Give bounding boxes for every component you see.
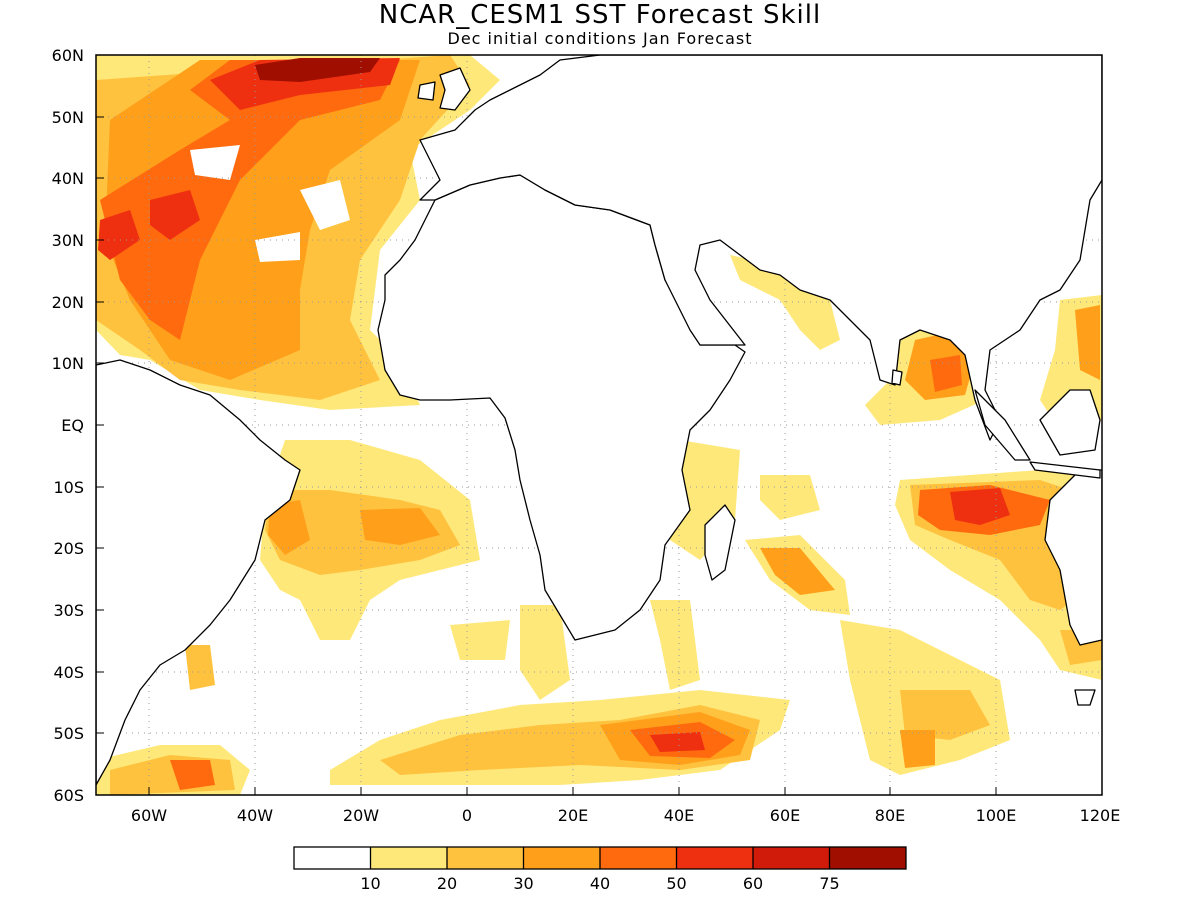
skill-region-south-indian	[760, 548, 835, 595]
y-tick-label: 10S	[53, 478, 84, 497]
skill-region-maritime	[1075, 305, 1100, 380]
colorbar-label: 20	[437, 874, 457, 893]
y-tick-label: EQ	[61, 416, 84, 435]
map-subtitle: Dec initial conditions Jan Forecast	[447, 29, 753, 48]
skill-region-southern-ocean	[520, 605, 570, 700]
skill-region-arabian-sea	[730, 255, 840, 350]
coastlines	[96, 55, 1102, 786]
colorbar-label: 10	[360, 874, 380, 893]
skill-region-north-atlantic	[300, 180, 350, 230]
skill-region-bay-of-bengal	[930, 355, 962, 392]
x-tick-label: 40W	[237, 806, 273, 825]
colorbar-borders	[293, 846, 907, 870]
coastline-tasmania	[1074, 689, 1096, 706]
colorbar-swatch	[829, 847, 906, 869]
x-tick-label: 60E	[770, 806, 800, 825]
skill-region-north-atlantic	[190, 145, 240, 180]
x-tick-label: 120E	[1080, 806, 1121, 825]
skill-region-north-atlantic	[98, 210, 140, 260]
skill-region-south-indian	[950, 488, 1010, 525]
skill-region-southern-ocean	[900, 730, 935, 768]
y-tick-label: 60S	[53, 786, 84, 805]
skill-region-southern-ocean	[450, 620, 510, 660]
skill-region-north-atlantic	[150, 190, 200, 240]
colorbar-label: 50	[666, 874, 686, 893]
skill-region-southern-ocean	[170, 760, 215, 790]
colorbar-swatch	[294, 847, 371, 869]
x-tick-label: 80E	[875, 806, 905, 825]
skill-region-southern-ocean	[650, 732, 705, 752]
colorbar-label: 40	[590, 874, 610, 893]
x-tick-label: 60W	[131, 806, 167, 825]
colorbar-swatch	[447, 847, 524, 869]
colorbar-swatch	[523, 847, 600, 869]
skill-region-south-indian	[760, 475, 820, 520]
y-tick-label: 20S	[53, 539, 84, 558]
colorbar-label: 60	[743, 874, 763, 893]
y-tick-label: 40S	[53, 663, 84, 682]
skill-region-south-atlantic	[360, 508, 440, 545]
x-axis-labels: 60W 40W 20W 0 20E 40E 60E 80E 100E 120E	[131, 806, 1120, 825]
y-tick-label: 30N	[52, 231, 84, 250]
coastline-europe	[419, 55, 1102, 441]
axis-ticks	[96, 54, 997, 796]
x-tick-label: 0	[462, 806, 472, 825]
y-tick-label: 50S	[53, 724, 84, 743]
colorbar-swatch	[370, 847, 447, 869]
coastline-madagascar	[704, 504, 736, 581]
x-tick-label: 20E	[558, 806, 588, 825]
colorbar-swatch	[600, 847, 677, 869]
y-tick-label: 40N	[52, 169, 84, 188]
y-tick-label: 50N	[52, 108, 84, 127]
x-tick-label: 20W	[343, 806, 379, 825]
skill-region-north-atlantic	[100, 60, 400, 340]
skill-region-southern-ocean	[900, 690, 990, 740]
x-tick-label: 40E	[664, 806, 694, 825]
coastline-borneo	[1039, 389, 1101, 456]
coastline-ireland	[417, 81, 436, 101]
y-tick-label: 60N	[52, 46, 84, 65]
y-tick-label: 10N	[52, 354, 84, 373]
y-axis-labels: 60N 50N 40N 30N 20N 10N EQ 10S 20S 30S 4…	[52, 46, 84, 805]
coastline-sri-lanka	[891, 369, 903, 386]
coastline-java	[1029, 461, 1101, 479]
y-tick-label: 20N	[52, 293, 84, 312]
y-tick-label: 30S	[53, 601, 84, 620]
colorbar-swatch	[676, 847, 753, 869]
coastline-uk	[439, 67, 471, 111]
skill-region-southern-ocean	[185, 645, 215, 690]
skill-region-north-atlantic	[255, 58, 380, 82]
skill-region-southern-ocean	[650, 600, 700, 690]
coastline-south-america	[96, 359, 301, 786]
colorbar: 10 20 30 40 50 60 75	[293, 846, 907, 893]
x-tick-label: 100E	[976, 806, 1017, 825]
colorbar-swatch	[753, 847, 830, 869]
skill-region-south-atlantic	[268, 500, 310, 555]
coastline-sumatra	[974, 389, 1031, 461]
colorbar-label: 75	[819, 874, 839, 893]
colorbar-label: 30	[513, 874, 533, 893]
map-title: NCAR_CESM1 SST Forecast Skill	[378, 0, 822, 30]
